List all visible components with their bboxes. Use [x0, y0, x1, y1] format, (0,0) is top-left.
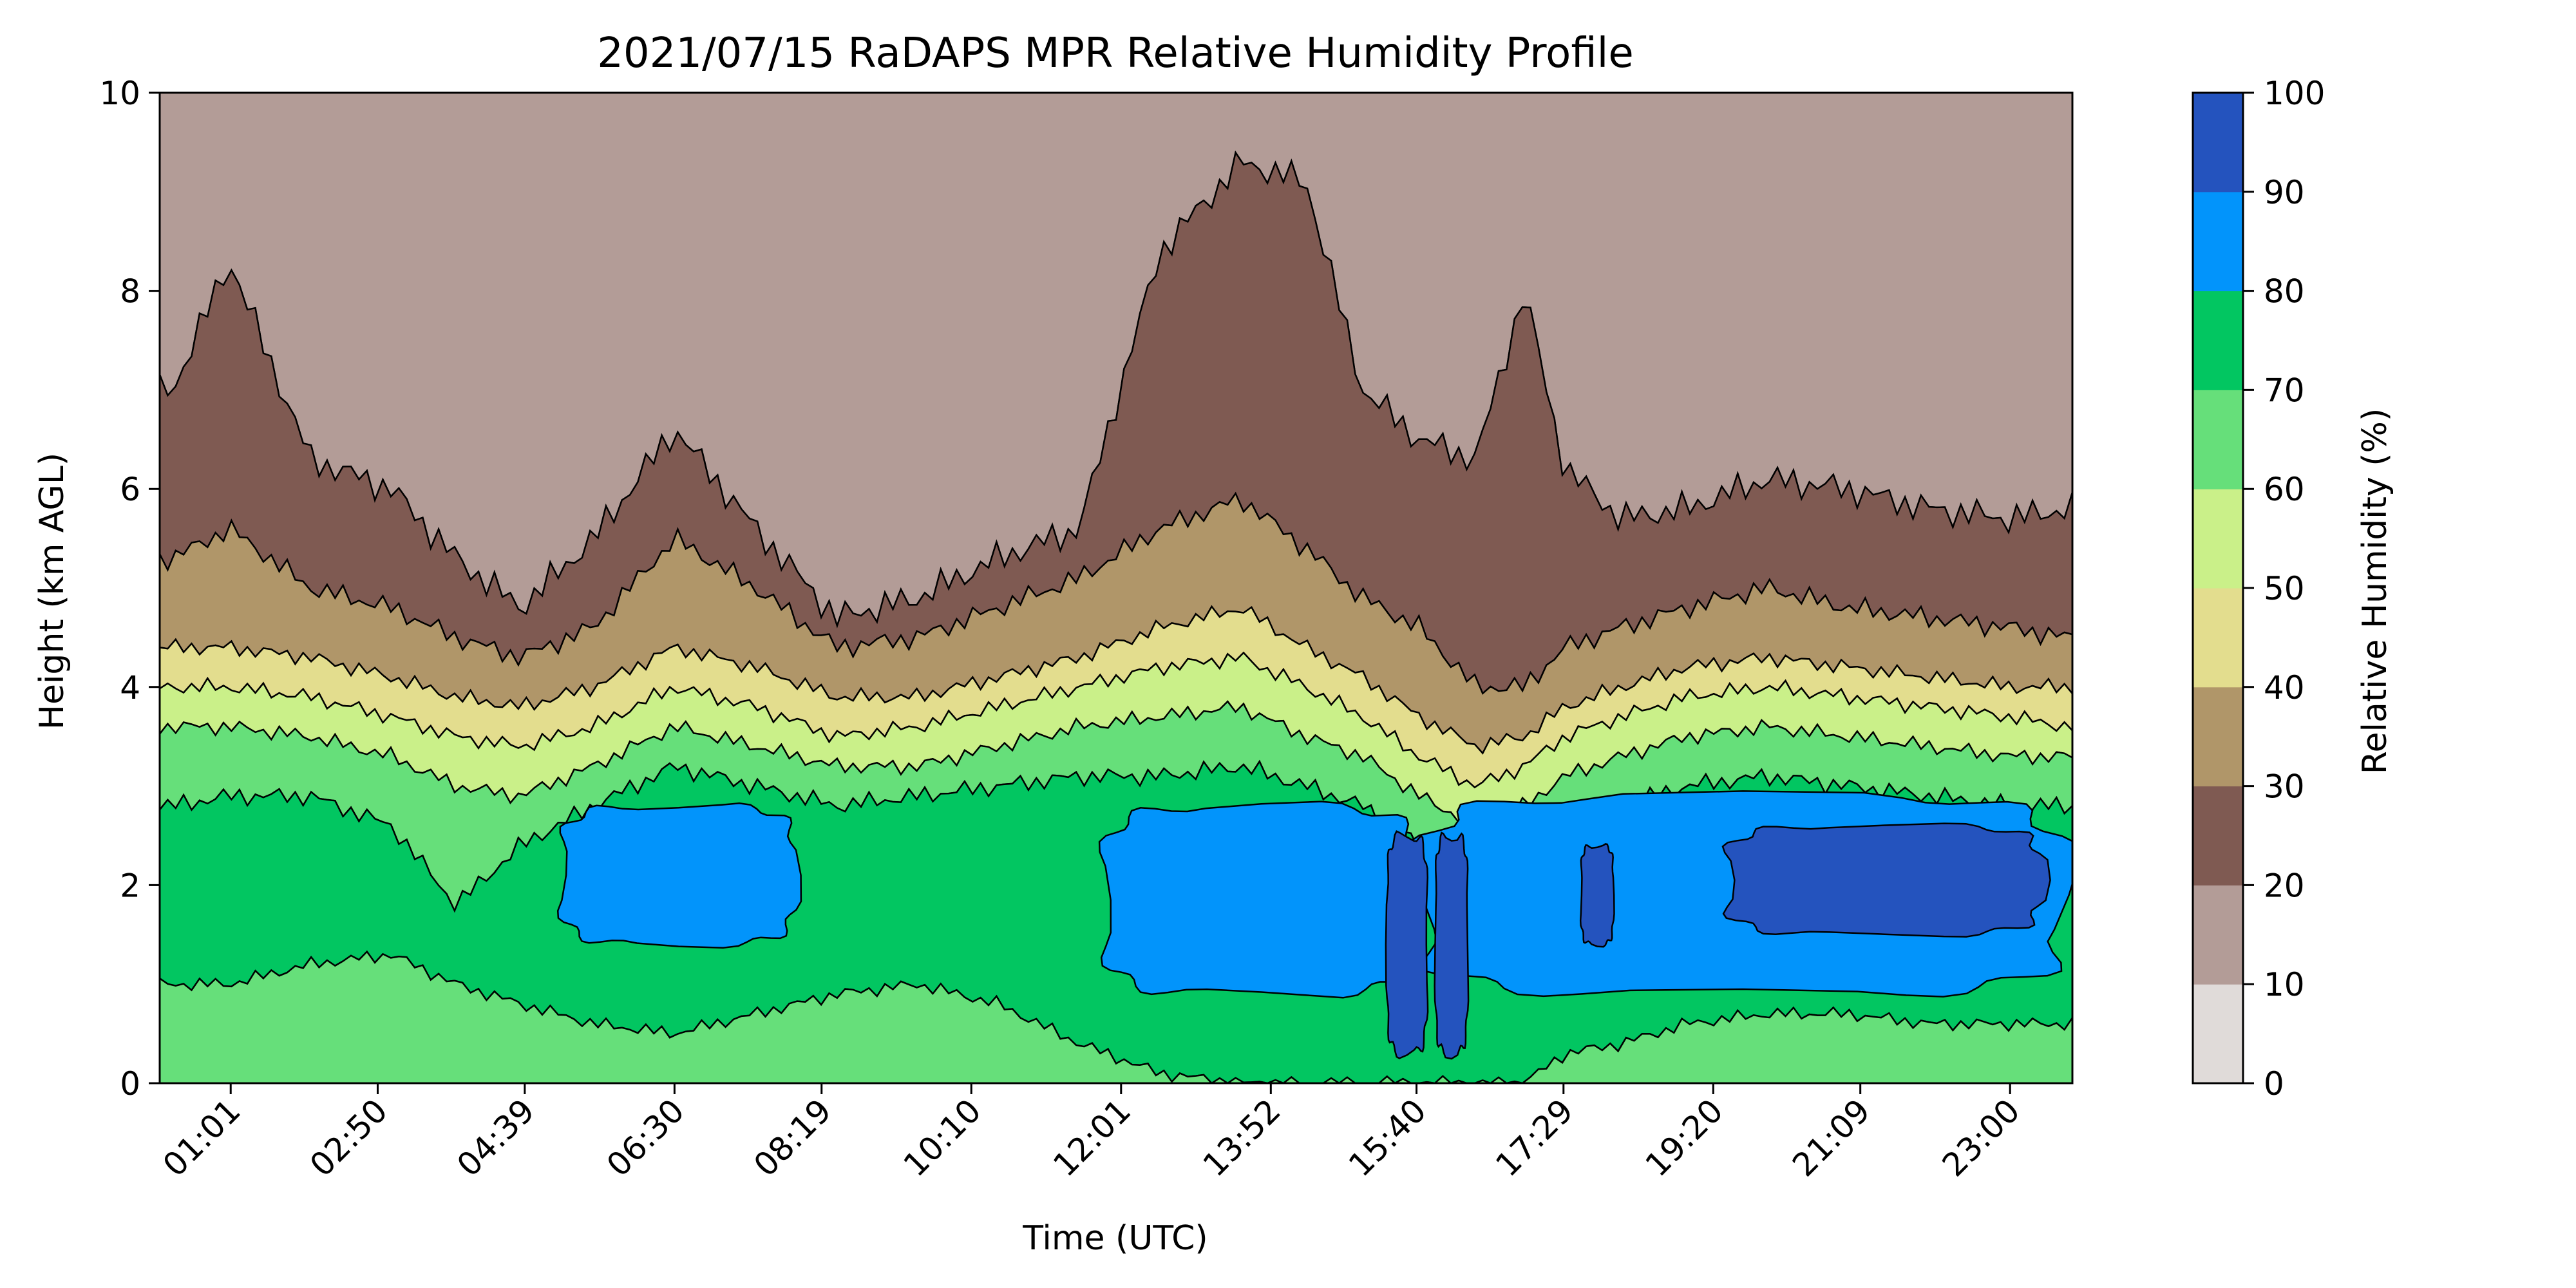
- colorbar-tick-label: 10: [2264, 966, 2305, 1003]
- colorbar: 0 10 20 30 40 50 60 70 80 90 100: [2192, 75, 2325, 1103]
- colorbar-segment: [2193, 687, 2243, 787]
- y-tick-label: 0: [120, 1065, 140, 1103]
- y-axis-label: Height (km AGL): [33, 453, 71, 730]
- colorbar-tick-label: 80: [2264, 273, 2305, 310]
- y-tick-label: 6: [120, 471, 140, 508]
- colorbar-tick-label: 60: [2264, 471, 2305, 508]
- colorbar-label: Relative Humidity (%): [2356, 408, 2394, 775]
- colorbar-segment: [2193, 93, 2243, 193]
- colorbar-tick-label: 40: [2264, 669, 2305, 706]
- patch-rh-80-90-1: [1098, 800, 1428, 999]
- colorbar-segment: [2193, 489, 2243, 589]
- colorbar-segment: [2193, 786, 2243, 886]
- colorbar-tick-label: 90: [2264, 174, 2305, 211]
- band-rh-60-70-lower: [160, 950, 2072, 1083]
- colorbar-segment: [2193, 588, 2243, 688]
- y-tick-label: 10: [99, 75, 140, 112]
- colorbar-segment: [2193, 984, 2243, 1084]
- colorbar-tick-label: 100: [2264, 75, 2325, 112]
- colorbar-segment: [2193, 191, 2243, 292]
- plot-frame: [158, 91, 2074, 1084]
- y-tick-label: 4: [120, 669, 140, 706]
- patch-rh-90-100-2: [1579, 843, 1615, 948]
- colorbar-tick-label: 30: [2264, 768, 2305, 806]
- colorbar-tick-label: 0: [2264, 1065, 2284, 1103]
- x-axis-label: Time (UTC): [1022, 1219, 1208, 1258]
- patch-rh-90-100-3: [1721, 822, 2051, 938]
- patch-rh-80-90-0: [556, 802, 802, 949]
- colorbar-segment: [2193, 290, 2243, 390]
- colorbar-tick-label: 70: [2264, 372, 2305, 409]
- patch-rh-90-100-1: [1434, 831, 1470, 1060]
- colorbar-segment: [2193, 390, 2243, 489]
- colorbar-segment: [2193, 885, 2243, 985]
- y-tick-label: 8: [120, 273, 140, 310]
- patch-rh-90-100-0: [1385, 830, 1429, 1059]
- colorbar-tick-label: 50: [2264, 570, 2305, 607]
- y-tick-label: 2: [120, 867, 140, 904]
- colorbar-tick-label: 20: [2264, 867, 2305, 904]
- chart-title: 2021/07/15 RaDAPS MPR Relative Humidity …: [597, 30, 1634, 77]
- y-axis: 0 2 4 6 8 10: [99, 75, 160, 1103]
- contour-plot-area: [158, 91, 2074, 1084]
